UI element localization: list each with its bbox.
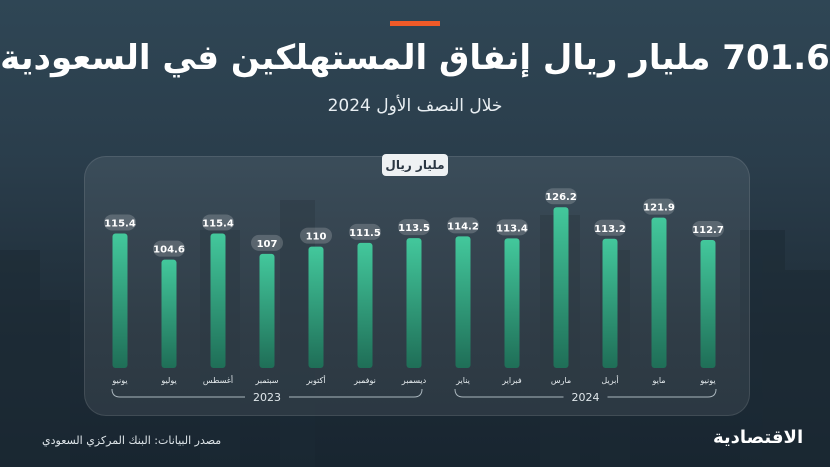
value-label: 111.5	[349, 228, 381, 239]
value-label: 113.2	[594, 224, 626, 235]
source-note: مصدر البيانات: البنك المركزي السعودي	[42, 434, 222, 447]
bar	[357, 242, 373, 368]
value-label: 112.7	[692, 225, 724, 236]
value-label-bg	[153, 240, 185, 257]
value-label: 115.4	[202, 218, 234, 229]
unit-label: مليار ريال	[382, 154, 448, 176]
page-title: 701.6 مليار ريال إنفاق المستهلكين في الس…	[0, 38, 830, 78]
value-label: 113.4	[496, 223, 528, 234]
year-bracket	[454, 388, 717, 398]
publisher-logo: الاقتصادية	[713, 427, 804, 448]
value-label: 115.4	[104, 218, 136, 229]
value-label: 126.2	[545, 192, 577, 203]
bar	[112, 233, 128, 368]
value-label-bg	[349, 223, 381, 240]
page-subtitle: خلال النصف الأول 2024	[327, 96, 503, 116]
value-label: 114.2	[447, 221, 479, 232]
bar	[455, 236, 471, 368]
bar	[602, 238, 618, 368]
category-label: سبتمبر	[255, 376, 279, 385]
bar	[210, 233, 226, 368]
bar	[700, 240, 716, 368]
category-label: مارس	[551, 376, 571, 385]
value-label-bg	[202, 214, 234, 231]
bar	[308, 246, 324, 368]
category-label: يونيو	[699, 376, 715, 385]
category-label: مايو	[651, 376, 665, 385]
category-label: فبراير	[501, 376, 522, 385]
bar	[259, 253, 275, 368]
value-label-bg	[594, 219, 626, 236]
bar	[651, 217, 667, 368]
value-label: 113.5	[398, 223, 430, 234]
bar	[406, 238, 422, 368]
value-label-bg	[251, 234, 283, 251]
bar	[504, 238, 520, 368]
value-label-bg	[398, 219, 430, 236]
value-label-bg	[104, 214, 136, 231]
value-label-bg	[692, 221, 724, 238]
category-label: يونيو	[111, 376, 127, 385]
category-label: يوليو	[160, 376, 176, 385]
bar	[161, 259, 177, 368]
category-label: ديسمبر	[401, 376, 427, 385]
category-label: أبريل	[601, 375, 618, 385]
title-accent-bar	[390, 21, 440, 26]
bar	[553, 207, 569, 368]
year-label: 2023	[253, 391, 281, 404]
value-label: 110	[306, 232, 327, 243]
value-label-bg	[643, 198, 675, 215]
category-label: يناير	[455, 376, 470, 385]
value-label: 104.6	[153, 245, 185, 256]
value-label-bg	[447, 217, 479, 234]
category-label: نوفمبر	[353, 376, 376, 385]
year-label: 2024	[572, 391, 600, 404]
value-label: 121.9	[643, 203, 675, 214]
year-bracket	[111, 388, 423, 398]
value-label-bg	[496, 219, 528, 236]
category-label: أغسطس	[203, 375, 233, 385]
category-label: أكتوبر	[305, 375, 325, 385]
value-label: 107	[257, 239, 278, 250]
value-label-bg	[545, 188, 577, 205]
value-label-bg	[300, 227, 332, 244]
